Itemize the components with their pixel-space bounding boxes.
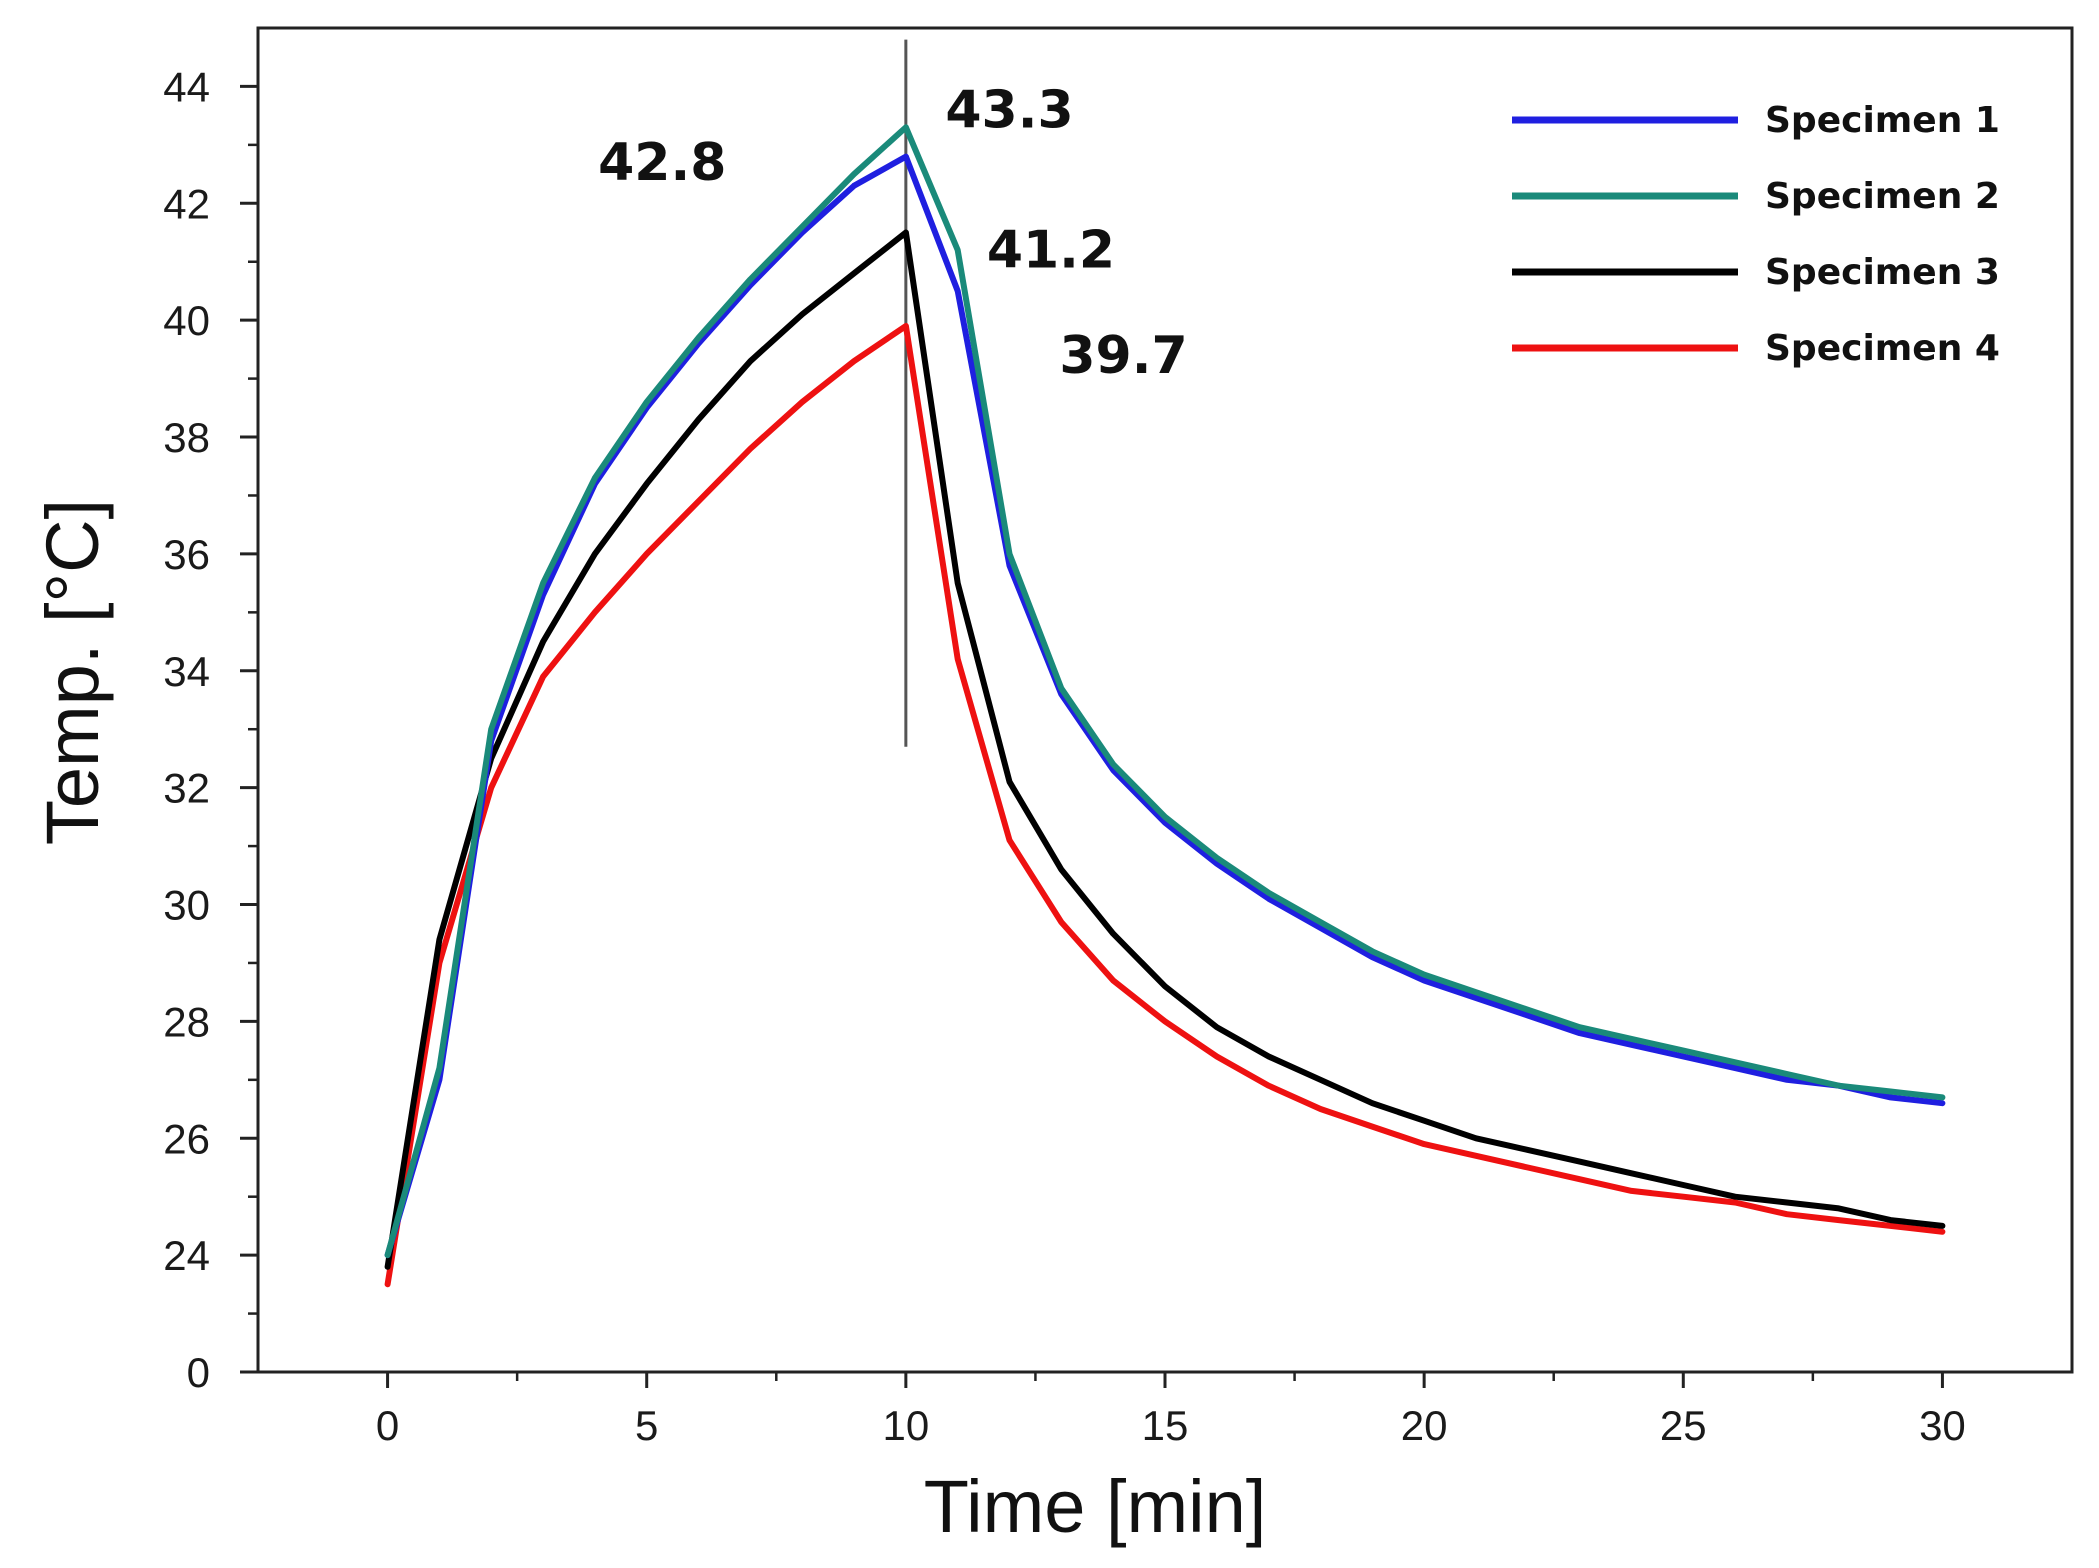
y-tick-label: 36 (163, 531, 210, 578)
axes: 0 5 10 15 20 25 30 0 24 26 28 30 32 34 36 38 40 42 44 Time … (31, 26, 2074, 1548)
series-line-1 (384, 153, 1946, 1259)
legend-label-1: Specimen 1 (1765, 100, 2000, 141)
legend-label-2: Specimen 2 (1765, 176, 2000, 217)
y-tick-label: 34 (163, 648, 210, 695)
series-group (384, 124, 1946, 1288)
y-tick-label: 40 (163, 297, 210, 344)
x-tick-label: 10 (882, 1402, 929, 1449)
x-tick-label: 30 (1919, 1402, 1966, 1449)
peak-annotation: 43.3 (945, 80, 1073, 140)
x-tick-label: 25 (1660, 1402, 1707, 1449)
series-line-4 (384, 323, 1946, 1288)
y-tick-label: 0 (187, 1349, 210, 1396)
annotations: 42.8 43.3 41.2 39.7 (598, 80, 1188, 385)
x-axis-title: Time [min] (924, 1465, 1267, 1548)
series-line-2 (384, 124, 1946, 1259)
legend-label-3: Specimen 3 (1765, 252, 2000, 293)
y-tick-label: 30 (163, 882, 210, 929)
y-tick-label: 42 (163, 180, 210, 227)
x-tick-label: 15 (1142, 1402, 1189, 1449)
x-tick-label: 0 (376, 1402, 399, 1449)
peak-annotation: 42.8 (598, 133, 726, 193)
y-axis-title: Temp. [°C] (31, 499, 114, 845)
y-tick-label: 26 (163, 1115, 210, 1162)
legend: Specimen 1 Specimen 2 Specimen 3 Specimen 4 (1512, 100, 2000, 369)
peak-annotation: 39.7 (1059, 326, 1187, 386)
x-tick-label: 5 (635, 1402, 658, 1449)
y-tick-label: 32 (163, 765, 210, 812)
y-tick-label: 44 (163, 63, 210, 110)
peak-annotation: 41.2 (987, 221, 1115, 281)
y-tick-label: 28 (163, 998, 210, 1045)
x-tick-label: 20 (1401, 1402, 1448, 1449)
legend-label-4: Specimen 4 (1765, 328, 2000, 369)
series-line-3 (384, 229, 1946, 1270)
y-tick-label: 38 (163, 414, 210, 461)
y-tick-label: 24 (163, 1232, 210, 1279)
